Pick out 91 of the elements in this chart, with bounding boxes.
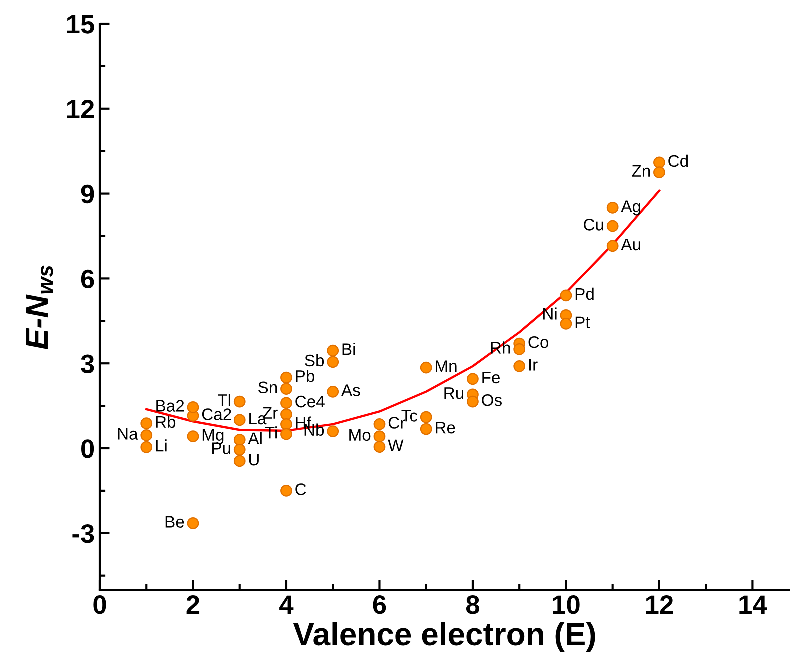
point [420,423,432,436]
annotation: Rb [156,416,176,428]
x-axis-title: Valence electron (E) [293,622,596,652]
point [654,166,666,179]
annotation: Ba2 [156,400,184,412]
annotation: C [296,484,306,496]
x-tick-label: 8 [466,596,480,614]
point [187,518,200,530]
point [560,318,572,330]
point [234,455,246,468]
point [280,418,292,430]
point [514,344,526,356]
annotation: Mn [436,360,457,372]
point [234,434,246,446]
point [234,396,246,408]
annotation: Co [528,336,549,348]
annotation: Ag [621,200,640,216]
point [374,441,386,454]
annotation: Sb [305,354,324,367]
x-tick-label: 2 [186,596,200,614]
x-tick-label: 0 [94,596,106,614]
annotation: Pb [296,370,315,382]
point [467,396,479,408]
y-tick-label: 15 [67,15,94,34]
annotation: Ce4 [296,396,325,408]
annotation: Fe [482,372,500,384]
annotation: Ir [529,359,538,371]
point [280,397,292,410]
point [140,430,153,442]
annotation: Ru [444,388,464,400]
annotation: Pt [576,316,590,328]
x-tick-label: 6 [373,596,386,614]
y-tick-label: -3 [72,524,94,544]
point [327,356,340,368]
annotation: Na [118,428,138,440]
point [560,290,572,302]
annotation: W [388,440,404,452]
y-tick-label: 9 [81,184,94,204]
point [606,202,619,214]
annotation: Pd [576,288,594,300]
point [420,411,432,424]
point [374,430,386,443]
point [420,362,432,374]
annotation: Cd [668,154,688,168]
y-tick-label: 3 [81,354,94,374]
point [234,414,246,426]
point [187,402,200,414]
point [327,344,340,357]
x-tick-label: 12 [646,596,674,614]
point [280,408,292,420]
y-tick-label: 6 [81,270,94,289]
annotation: Mg [202,429,224,444]
point [654,156,666,169]
x-tick-label: 4 [280,596,294,614]
annotation: Al [248,432,262,444]
annotation: U [249,454,259,466]
annotation: Bi [342,343,356,356]
point [374,418,386,430]
point [140,418,153,430]
annotation: Ca2 [202,408,232,420]
point [234,444,246,456]
annotation: Tl [218,394,230,406]
point [187,430,200,443]
point [140,441,153,454]
point [280,383,292,396]
point [280,372,292,384]
annotation: Cu [584,219,604,231]
annotation: Li [156,440,167,452]
x-tick-label: 14 [740,596,768,614]
annotation: Zn [632,165,650,177]
point [467,373,479,386]
annotation: Be [166,516,184,528]
point [280,428,292,440]
point [514,360,526,372]
y-tick-label: 12 [67,100,94,118]
point [327,426,340,438]
annotation: Mo [350,429,371,442]
x-tick-label: 10 [553,596,580,614]
annotation: Pu [212,442,230,454]
annotation: Re [436,422,456,434]
y-axis-title: E-N$_{ws}$ [26,266,54,350]
annotation: As [341,384,360,396]
annotation: Ni [544,308,557,320]
point [280,485,292,497]
y-tick-label: 0 [82,440,94,458]
annotation: Os [482,394,502,406]
annotation: Au [621,239,640,251]
point [606,240,619,252]
point [327,386,340,398]
point [606,220,619,232]
annotation: Sn [258,382,278,394]
